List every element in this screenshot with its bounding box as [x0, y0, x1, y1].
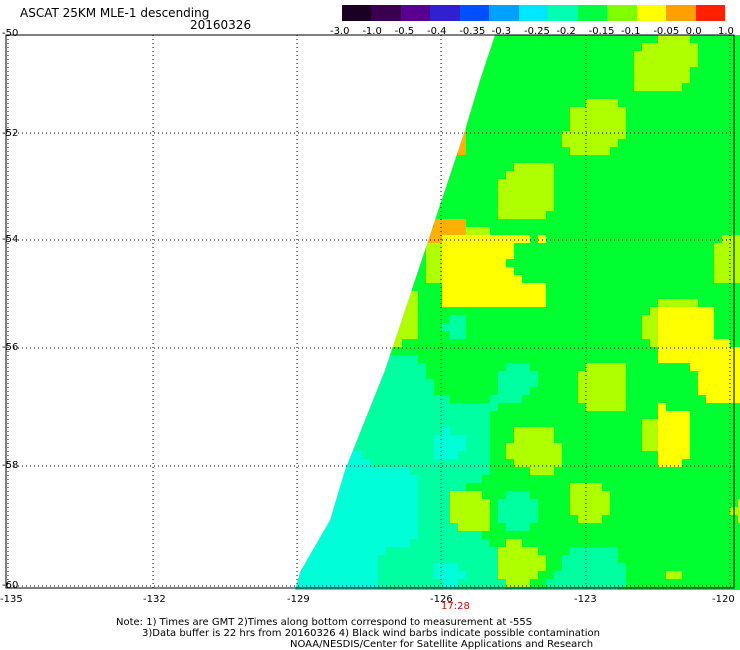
- colorbar-labels: -3.0 -1.0 -0.5 -0.4 -0.35 -0.3 -0.25 -0.2 -0.15-…: [330, 26, 740, 38]
- lon-label-126: -126: [430, 594, 453, 605]
- colorbar-swatch: [489, 5, 519, 21]
- colorbar-label: -3.0: [330, 26, 350, 37]
- colorbar-label: -0.35: [459, 26, 486, 37]
- colorbar-label: 0.0: [685, 26, 702, 37]
- colorbar-label: -0.4: [427, 26, 447, 37]
- note-line-3: NOAA/NESDIS/Center for Satellite Applica…: [290, 639, 594, 650]
- note-line-2: 3)Data buffer is 22 hrs from 20160326 4)…: [142, 628, 600, 639]
- map-title: ASCAT 25KM MLE-1 descending: [20, 6, 210, 20]
- colorbar-swatch: [430, 5, 460, 21]
- colorbar-label: 1.0: [718, 26, 734, 37]
- colorbar-swatch: [577, 5, 608, 21]
- colorbar-label: -0.05: [653, 26, 680, 37]
- colorbar-label: -1.0: [362, 26, 382, 37]
- lat-label-52: -52: [2, 128, 19, 139]
- map-frame: [5, 34, 735, 589]
- wind-data-swath: [295, 35, 740, 590]
- swath-time-label: 17:28: [441, 601, 470, 612]
- colorbar-label: -0.15: [588, 26, 615, 37]
- lon-label-123: -123: [574, 594, 597, 605]
- lat-label-58: -58: [2, 460, 19, 471]
- lon-label-135: -135: [0, 594, 23, 605]
- lon-label-120: -120: [712, 594, 735, 605]
- colorbar-swatch: [695, 5, 726, 21]
- colorbar-swatch: [518, 5, 549, 21]
- colorbar-swatch: [636, 5, 667, 21]
- colorbar-label: -0.5: [394, 26, 415, 37]
- colorbar-swatch: [548, 5, 578, 21]
- lat-label-60: -60: [2, 580, 19, 591]
- colorbar-swatch: [607, 5, 637, 21]
- colorbar-label: -0.25: [524, 26, 550, 37]
- colorbar: [342, 5, 726, 21]
- colorbar-swatch: [400, 5, 431, 21]
- colorbar-swatch: [342, 5, 372, 21]
- colorbar-label: -0.2: [556, 26, 576, 37]
- colorbar-swatch: [459, 5, 490, 21]
- lat-label-56: -56: [2, 342, 19, 353]
- lon-label-129: -129: [287, 594, 310, 605]
- graticule: [6, 34, 734, 588]
- colorbar-label: -0.1: [621, 26, 641, 37]
- map-canvas: [5, 34, 740, 590]
- colorbar-label: -0.3: [491, 26, 512, 37]
- colorbar-swatch: [371, 5, 401, 21]
- lon-label-132: -132: [143, 594, 166, 605]
- map-date: 20160326: [190, 18, 252, 32]
- lat-label-54: -54: [2, 234, 19, 245]
- lat-label-50: -50: [2, 28, 19, 39]
- note-line-1: Note: 1) Times are GMT 2)Times along bot…: [116, 617, 533, 628]
- colorbar-swatch: [666, 5, 696, 21]
